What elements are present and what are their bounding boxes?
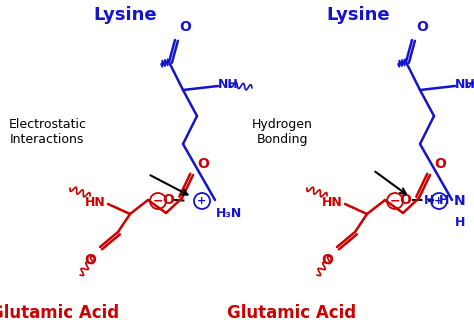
Text: O: O xyxy=(416,20,428,34)
Text: O: O xyxy=(84,253,96,267)
Text: H: H xyxy=(424,194,434,207)
Text: NH: NH xyxy=(218,78,239,91)
Text: Hydrogen
Bonding: Hydrogen Bonding xyxy=(252,118,312,146)
Text: HN: HN xyxy=(85,197,106,210)
Text: O: O xyxy=(321,253,333,267)
Text: H₃N: H₃N xyxy=(216,207,242,220)
Text: +: + xyxy=(197,196,207,206)
Text: O: O xyxy=(197,157,209,171)
Text: Lysine: Lysine xyxy=(94,6,157,24)
Text: O: O xyxy=(162,193,174,207)
Text: Glutamic Acid: Glutamic Acid xyxy=(227,304,356,322)
Text: −: − xyxy=(390,195,400,208)
Text: Electrostatic
Interactions: Electrostatic Interactions xyxy=(9,118,86,146)
Text: HN: HN xyxy=(322,197,343,210)
Text: NH: NH xyxy=(455,78,474,91)
Text: O: O xyxy=(434,157,446,171)
Text: N: N xyxy=(454,194,465,208)
Text: Lysine: Lysine xyxy=(326,6,390,24)
Text: O: O xyxy=(179,20,191,34)
Text: Glutamic Acid: Glutamic Acid xyxy=(0,304,119,322)
Text: +: + xyxy=(434,196,444,206)
Text: H: H xyxy=(438,195,449,208)
Text: O: O xyxy=(399,193,411,207)
Text: H: H xyxy=(455,216,465,229)
Text: −: − xyxy=(153,195,163,208)
